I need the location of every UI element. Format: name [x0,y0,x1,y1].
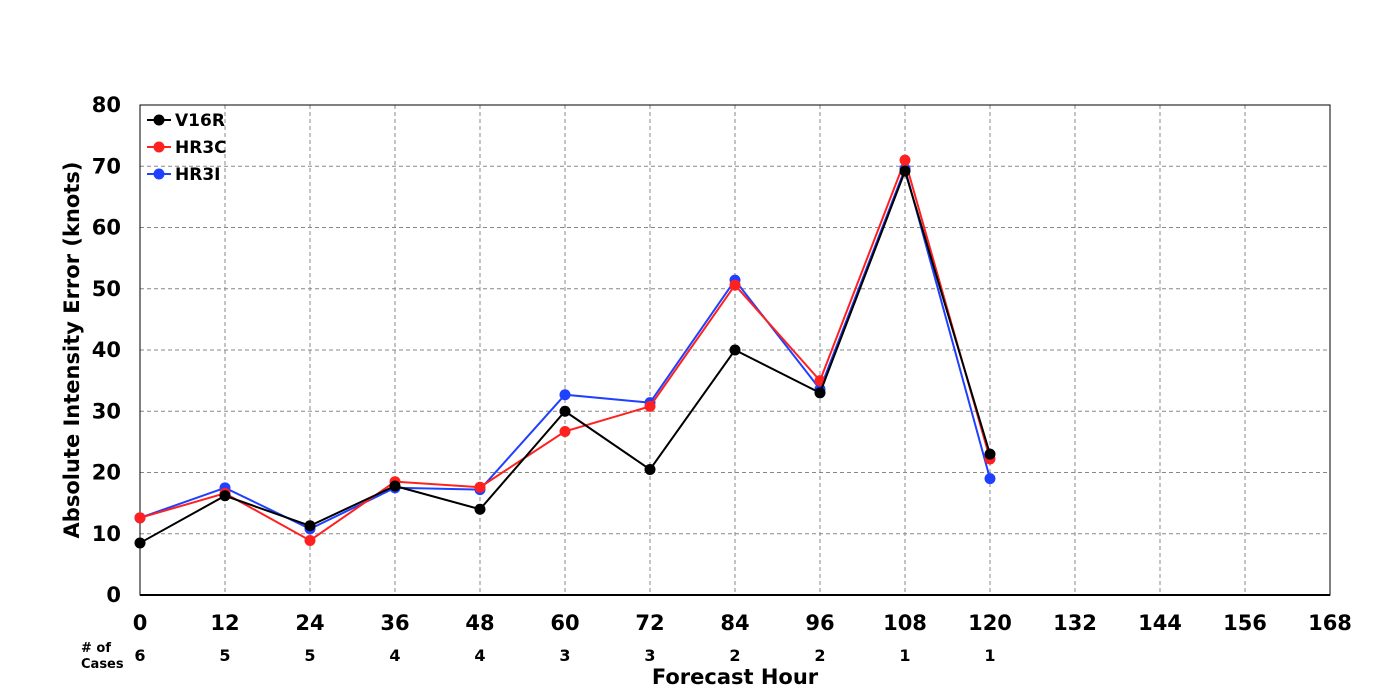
data-point [474,481,486,493]
x-tick-label: 48 [465,611,494,635]
data-point [559,425,571,437]
data-point [134,537,146,549]
x-tick-label: 60 [550,611,579,635]
y-tick-label: 70 [92,154,121,178]
cases-caption: # of Cases [81,641,124,672]
legend-label: V16R [175,111,225,131]
case-count: 5 [219,646,230,665]
case-count: 4 [389,646,400,665]
data-point [729,344,741,356]
x-tick-label: 96 [805,611,834,635]
series-group [134,154,996,549]
case-count: 3 [559,646,570,665]
x-tick-label: 72 [635,611,664,635]
x-tick-label: 12 [210,611,239,635]
data-point [474,503,486,515]
data-point [899,165,911,177]
data-point [559,389,571,401]
x-axis-title: Forecast Hour [652,665,819,689]
legend-item: HR3I [147,165,220,185]
x-tick-label: 144 [1138,611,1182,635]
x-tick-label: 120 [968,611,1012,635]
y-tick-label: 10 [92,522,121,546]
x-tick-label: 168 [1308,611,1352,635]
cases-caption-line: Cases [81,657,124,672]
y-tick-label: 50 [92,277,121,301]
data-point [899,154,911,166]
x-tick-label: 36 [380,611,409,635]
y-tick-labels: 0 10 20 30 40 50 60 70 80 [92,93,121,607]
legend: V16R HR3C HR3I [147,111,227,185]
data-point [389,480,401,492]
legend-item: HR3C [147,138,227,158]
x-tick-labels: 0 12 24 36 48 60 72 84 96 108 120 132 144 156 168 [133,611,1352,635]
case-count: 5 [304,646,315,665]
case-count: 2 [814,646,825,665]
series-v16r [134,165,996,549]
y-tick-label: 40 [92,338,121,362]
legend-swatch-marker [153,168,165,180]
legend-label: HR3C [175,138,227,158]
data-point [219,490,231,502]
data-point [984,473,996,485]
data-point [304,520,316,532]
x-tick-label: 156 [1223,611,1267,635]
x-tick-label: 84 [720,611,749,635]
x-tick-label: 24 [295,611,324,635]
x-tick-label: 0 [133,611,148,635]
data-point [984,448,996,460]
data-point [559,405,571,417]
data-point [729,279,741,291]
data-point [134,512,146,524]
case-count: 3 [644,646,655,665]
x-tick-label: 132 [1053,611,1097,635]
data-point [304,534,316,546]
x-tick-label: 108 [883,611,927,635]
legend-label: HR3I [175,165,220,185]
case-count: 1 [984,646,995,665]
y-tick-label: 20 [92,461,121,485]
case-count: 4 [474,646,485,665]
case-count: 2 [729,646,740,665]
series-line [139,165,991,530]
y-tick-label: 80 [92,93,121,117]
legend-item: V16R [147,111,225,131]
y-tick-label: 60 [92,216,121,240]
case-count: 1 [899,646,910,665]
y-axis-title: Absolute Intensity Error (knots) [60,162,84,539]
case-count: 6 [134,646,145,665]
y-tick-label: 0 [106,583,121,607]
cases-row: # of Cases 6 5 5 4 4 3 3 2 2 1 1 [81,641,996,672]
data-point [814,387,826,399]
data-point [644,463,656,475]
data-point [644,400,656,412]
cases-caption-line: # of [81,641,111,656]
legend-swatch-marker [153,114,165,126]
legend-swatch-marker [153,141,165,153]
y-tick-label: 30 [92,399,121,423]
